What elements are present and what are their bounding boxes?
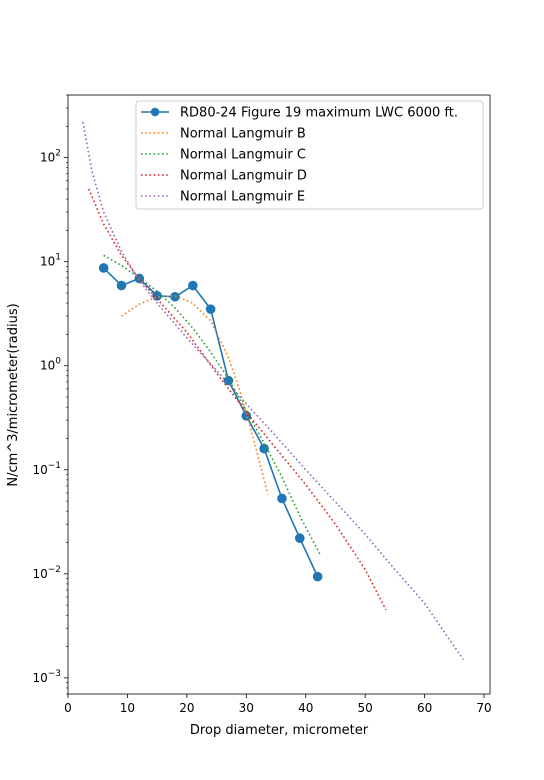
x-axis-ticks: 0 10 20 30 40 50 60 70 bbox=[64, 694, 492, 715]
x-tick-label: 60 bbox=[417, 701, 432, 715]
x-axis-label: Drop diameter, micrometer bbox=[190, 723, 369, 738]
legend-label: RD80-24 Figure 19 maximum LWC 6000 ft. bbox=[180, 106, 458, 121]
data-point bbox=[295, 533, 305, 544]
series-line-4 bbox=[82, 121, 464, 661]
y-tick-label: 101 bbox=[40, 253, 61, 269]
x-tick-label: 30 bbox=[239, 701, 254, 715]
x-tick-label: 70 bbox=[476, 701, 491, 715]
y-axis-label: N/cm^3/micrometer(radius) bbox=[6, 303, 21, 486]
data-point bbox=[116, 280, 127, 291]
plot-frame bbox=[67, 94, 491, 695]
legend-label: Normal Langmuir B bbox=[180, 127, 306, 142]
x-tick-label: 20 bbox=[179, 701, 194, 715]
series-line-1 bbox=[121, 295, 269, 495]
y-tick-label: 10−3 bbox=[32, 669, 61, 685]
legend-label: Normal Langmuir C bbox=[180, 148, 306, 163]
series-layer bbox=[82, 121, 464, 661]
y-tick-label: 10−1 bbox=[32, 461, 61, 477]
legend-label: Normal Langmuir D bbox=[180, 169, 307, 184]
data-point bbox=[205, 304, 216, 314]
data-point bbox=[312, 571, 323, 582]
x-tick-label: 50 bbox=[358, 701, 373, 715]
data-point bbox=[98, 263, 109, 273]
x-tick-label: 40 bbox=[298, 701, 313, 715]
data-point bbox=[170, 291, 180, 302]
series-line-0 bbox=[103, 267, 319, 577]
y-axis-ticks: 10−3 10−2 10−1 100 101 102 bbox=[32, 94, 68, 695]
x-tick-label: 0 bbox=[64, 701, 72, 715]
y-tick-label: 102 bbox=[40, 149, 61, 165]
legend-label: Normal Langmuir E bbox=[180, 190, 305, 205]
legend: RD80-24 Figure 19 maximum LWC 6000 ft. No… bbox=[135, 100, 484, 210]
series-line-2 bbox=[103, 254, 322, 556]
legend-box bbox=[135, 100, 484, 210]
y-tick-label: 100 bbox=[40, 357, 61, 373]
y-tick-label: 10−2 bbox=[32, 565, 61, 581]
axes-layer bbox=[67, 94, 491, 695]
x-tick-label: 10 bbox=[120, 701, 135, 715]
data-point bbox=[277, 493, 287, 504]
data-point bbox=[188, 280, 198, 291]
legend-marker bbox=[150, 107, 160, 117]
